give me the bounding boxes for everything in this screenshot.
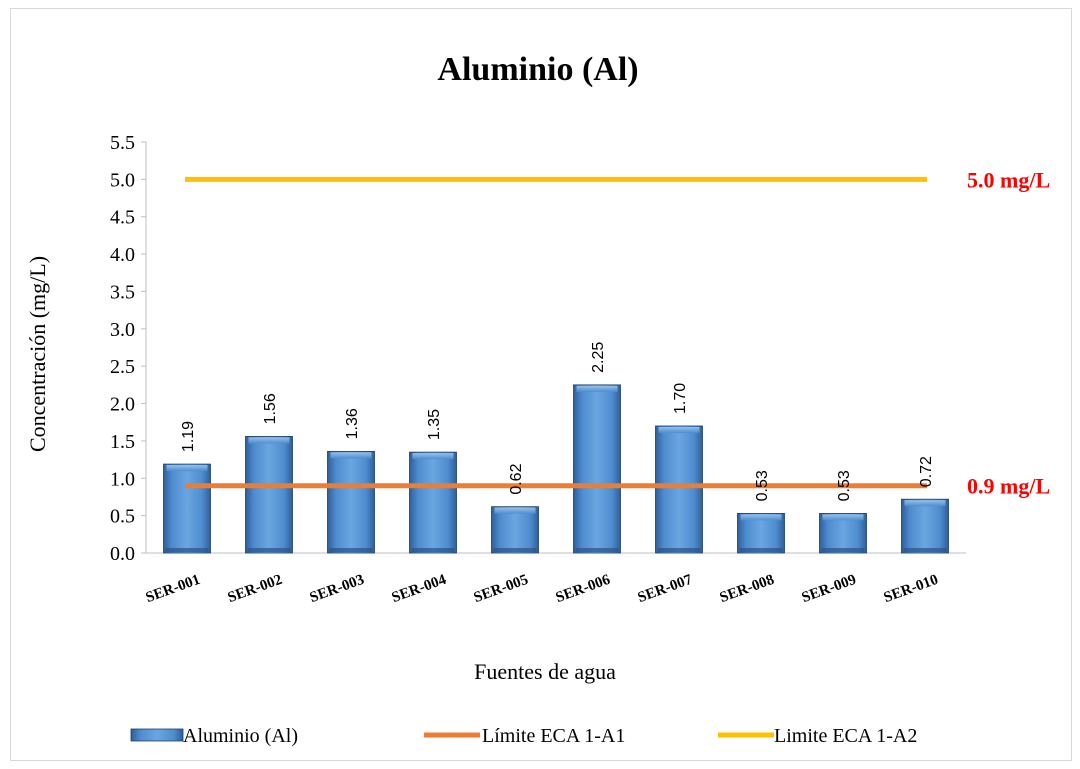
- bar-value-label: 0.53: [836, 470, 853, 501]
- bar-body: [163, 463, 211, 554]
- x-tick-label: SER-009: [800, 572, 859, 606]
- x-tick-label: SER-004: [390, 572, 449, 607]
- legend-swatch-bar: [130, 728, 184, 742]
- bar-bevel-top: [576, 385, 618, 392]
- bar-bevel-top: [904, 500, 946, 507]
- bar-body: [245, 436, 293, 554]
- y-tick-label: 2.5: [110, 356, 135, 378]
- bar-value-label: 2.25: [590, 342, 607, 373]
- bar-bevel-bottom: [903, 548, 947, 552]
- x-tick-label: SER-010: [882, 572, 941, 606]
- bar-bevel-bottom: [575, 548, 619, 552]
- x-tick-label: SER-007: [636, 572, 695, 607]
- y-tick-label: 2.0: [110, 394, 135, 416]
- y-tick-label: 0.5: [110, 506, 135, 528]
- bar-body: [573, 384, 621, 554]
- bar-bevel-bottom: [329, 548, 373, 552]
- reference-lines-group: 0.9 mg/L 5.0 mg/L: [185, 167, 1050, 499]
- bar-bevel-top: [248, 437, 290, 444]
- legend-item: Límite ECA 1-A1: [424, 725, 625, 747]
- bar-ser-001: [163, 463, 211, 554]
- bar-bevel-top: [740, 514, 782, 521]
- x-tick-label: SER-001: [144, 572, 203, 606]
- bar-value-label: 0.53: [754, 470, 771, 501]
- bar-bevel-bottom: [411, 548, 455, 552]
- chart-frame: Aluminio (Al) Concentración (mg/L) Fuent…: [10, 8, 1072, 761]
- bar-bevel-top: [822, 514, 864, 521]
- bar-value-label: 0.62: [508, 463, 525, 494]
- bar-bevel-bottom: [165, 548, 209, 552]
- bar-bevel-top: [658, 426, 700, 433]
- legend-label: Limite ECA 1-A2: [774, 725, 917, 747]
- x-axis-label: Fuentes de agua: [474, 659, 616, 684]
- y-tick-label: 3.0: [110, 319, 135, 341]
- bar-bevel-bottom: [657, 548, 701, 552]
- x-tick-label: SER-006: [554, 572, 613, 607]
- y-tick-label: 4.0: [110, 244, 135, 266]
- bar-bevel-top: [166, 465, 208, 472]
- bar-value-label: 1.70: [672, 383, 689, 414]
- bar-ser-006: [573, 384, 621, 554]
- bar-ser-004: [409, 451, 457, 554]
- bar-bevel-bottom: [821, 548, 865, 552]
- legend: Aluminio (Al) Límite ECA 1-A1 Limite ECA 1…: [130, 725, 917, 747]
- reference-line-annotation: 5.0 mg/L: [967, 167, 1050, 192]
- y-tick-label: 4.5: [110, 207, 135, 229]
- bar-body: [901, 498, 949, 554]
- bar-ser-005: [491, 506, 539, 554]
- legend-item: Aluminio (Al): [130, 725, 298, 747]
- y-axis-label: Concentración (mg/L): [25, 256, 50, 452]
- bar-ser-002: [245, 436, 293, 554]
- bar-ser-007: [655, 425, 703, 554]
- legend-label: Aluminio (Al): [183, 725, 298, 747]
- bar-bevel-top: [494, 507, 536, 514]
- y-tick-label: 1.5: [110, 431, 135, 453]
- bar-body: [409, 451, 457, 554]
- x-axis-ticks: SER-001 SER-002 SER-003 SER-004 SER-005 SER-0…: [144, 572, 941, 607]
- y-tick-label: 5.0: [110, 169, 135, 191]
- y-tick-label: 5.5: [110, 132, 135, 154]
- legend-label: Límite ECA 1-A1: [482, 725, 625, 747]
- bar-ser-003: [327, 450, 375, 554]
- bar-ser-009: [819, 512, 867, 554]
- bar-ser-008: [737, 512, 785, 554]
- bar-labels-group: 1.19 1.56 1.36 1.35 0.62 2.25 1.70 0.53 0.53 0.72: [180, 342, 935, 502]
- bar-bevel-bottom: [247, 548, 291, 552]
- bar-value-label: 0.72: [918, 456, 935, 487]
- bar-body: [655, 425, 703, 554]
- chart-title: Aluminio (Al): [437, 51, 638, 88]
- bar-value-label: 1.35: [426, 409, 443, 440]
- legend-item: Limite ECA 1-A2: [718, 725, 917, 747]
- bar-body: [491, 506, 539, 554]
- y-tick-label: 3.5: [110, 281, 135, 303]
- bar-bevel-top: [330, 452, 372, 459]
- bars-group: [163, 384, 949, 554]
- bar-ser-010: [901, 498, 949, 554]
- bar-value-label: 1.19: [180, 421, 197, 452]
- bar-bevel-bottom: [739, 548, 783, 552]
- y-tick-label: 0.0: [110, 543, 135, 565]
- x-tick-label: SER-003: [308, 572, 367, 606]
- y-tick-label: 1.0: [110, 468, 135, 490]
- x-tick-label: SER-008: [718, 572, 777, 606]
- chart-svg: Aluminio (Al) Concentración (mg/L) Fuent…: [25, 51, 1050, 747]
- x-tick-label: SER-005: [472, 572, 531, 606]
- bar-body: [327, 450, 375, 554]
- bar-value-label: 1.56: [262, 393, 279, 424]
- reference-line-annotation: 0.9 mg/L: [967, 474, 1050, 499]
- bar-value-label: 1.36: [344, 408, 361, 439]
- y-axis-ticks: 0.0 0.5 1.0 1.5 2.0 2.5 3.0 3.5 4.0 4.5 5.0 5.5: [110, 132, 146, 565]
- x-tick-label: SER-002: [226, 572, 285, 606]
- bar-bevel-bottom: [493, 548, 537, 552]
- bar-bevel-top: [412, 453, 454, 460]
